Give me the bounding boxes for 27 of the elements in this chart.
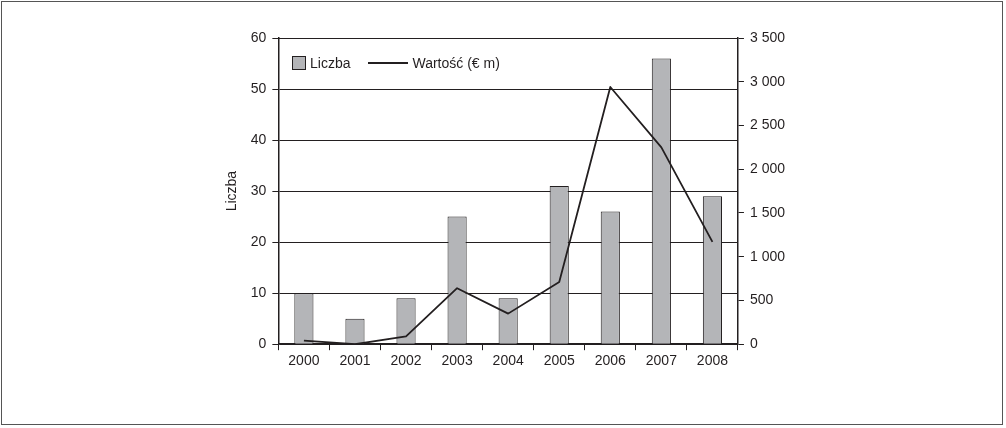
x-tick-label: 2002: [390, 352, 422, 369]
y-tick-label: 10: [250, 284, 267, 301]
legend-label: Wartość (€ m): [412, 55, 500, 71]
y-tick-label: 50: [250, 79, 267, 96]
y-tick-label: 0: [258, 335, 267, 352]
x-tick-label: 2005: [543, 352, 576, 369]
y-axis-title: Liczba: [223, 170, 240, 212]
x-tick-label: 2003: [441, 352, 473, 369]
x-tick-label: 2001: [339, 352, 371, 369]
x-tick-label: 2006: [594, 352, 627, 369]
y2-tick-label: 1 000: [749, 247, 786, 264]
y2-tick-label: 0: [749, 335, 758, 352]
y2-tick-label: 3 500: [749, 28, 786, 45]
x-tick-label: 2004: [492, 352, 524, 369]
y2-tick-label: 2 000: [749, 160, 786, 177]
y-tick-label: 30: [250, 181, 267, 198]
x-tick-label: 2000: [288, 352, 320, 369]
y2-tick-label: 1 500: [749, 203, 786, 220]
y2-tick-label: 2 500: [749, 116, 786, 133]
y-tick-label: 60: [250, 28, 267, 45]
y-tick-label: 20: [250, 232, 267, 249]
legend-label: Liczba: [310, 55, 351, 71]
x-tick-label: 2007: [645, 352, 678, 369]
y-tick-label: 40: [250, 130, 267, 147]
x-tick-label: 2008: [696, 352, 729, 369]
y2-tick-label: 500: [749, 291, 774, 308]
y2-tick-label: 3 000: [749, 72, 786, 89]
